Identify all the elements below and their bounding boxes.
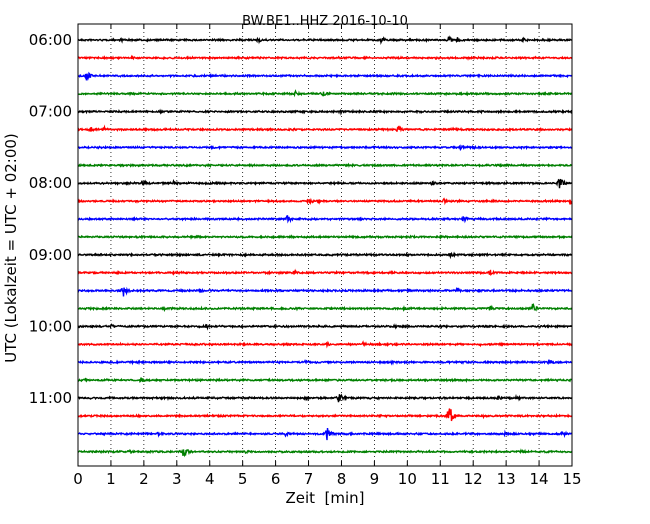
trace-line — [77, 108, 573, 116]
trace-line — [77, 197, 573, 206]
x-tick-label: 1 — [106, 470, 116, 488]
trace-line — [77, 35, 573, 45]
y-tick-label: 06:00 — [29, 31, 72, 49]
trace-line — [77, 448, 573, 458]
x-tick-label: 10 — [398, 470, 417, 488]
trace-line — [77, 286, 573, 297]
y-tick-label: 11:00 — [29, 389, 72, 407]
y-axis-label: UTC (Lokalzeit = UTC + 02:00) — [2, 133, 20, 363]
x-tick-label: 14 — [530, 470, 549, 488]
x-tick-label: 8 — [337, 470, 347, 488]
trace-line — [77, 54, 573, 61]
x-tick-label: 5 — [238, 470, 248, 488]
plot-frame — [77, 23, 573, 467]
trace-line — [77, 377, 573, 384]
vertical-grid — [110, 24, 540, 466]
trace-group — [77, 35, 573, 458]
x-tick-label: 7 — [304, 470, 314, 488]
y-tick-label: 09:00 — [29, 246, 72, 264]
trace-line — [78, 234, 573, 240]
trace-line — [77, 427, 573, 441]
x-tick-label: 2 — [139, 470, 149, 488]
x-axis-label: Zeit [min] — [285, 489, 364, 507]
axis-ticks: 0 1 2 3 4 5 6 7 8 9 10 11 12 13 14 1506:0007:0008:0009:… — [29, 24, 582, 488]
trace-line — [77, 124, 573, 133]
x-tick-label: 12 — [464, 470, 483, 488]
trace-line — [77, 215, 573, 224]
x-tick-label: 9 — [370, 470, 380, 488]
trace-line — [77, 359, 573, 366]
trace-line — [77, 302, 573, 313]
x-tick-label: 13 — [497, 470, 516, 488]
trace-line — [77, 251, 573, 260]
trace-line — [77, 144, 573, 152]
x-tick-label: 4 — [205, 470, 215, 488]
y-tick-label: 10:00 — [29, 317, 72, 335]
trace-line — [77, 268, 573, 277]
x-tick-label: 6 — [271, 470, 281, 488]
trace-line — [77, 393, 573, 403]
x-tick-label: 0 — [73, 470, 83, 488]
trace-line — [77, 408, 573, 422]
chart-title: BW.BE1..HHZ 2016-10-10 — [242, 14, 408, 29]
trace-line — [77, 89, 573, 98]
trace-line — [77, 71, 573, 82]
y-tick-label: 07:00 — [29, 103, 72, 121]
trace-line — [77, 162, 573, 169]
trace-line — [77, 340, 573, 349]
x-tick-label: 3 — [172, 470, 182, 488]
x-tick-label: 15 — [562, 470, 581, 488]
trace-line — [77, 178, 573, 189]
y-tick-label: 08:00 — [29, 174, 72, 192]
x-tick-label: 11 — [431, 470, 450, 488]
trace-line — [77, 323, 573, 331]
